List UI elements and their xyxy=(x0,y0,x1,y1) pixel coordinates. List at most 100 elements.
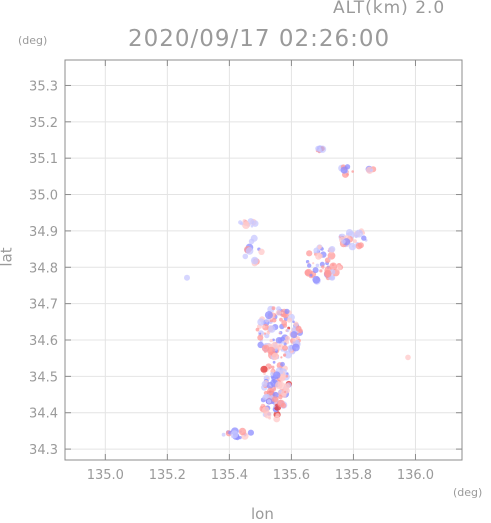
echo-cell xyxy=(262,325,266,329)
echo-cell xyxy=(266,399,272,404)
echo-cell xyxy=(279,317,283,322)
echo-cell xyxy=(339,234,342,237)
echo-cell xyxy=(247,429,254,436)
page-title: 2020/09/17 02:26:00 xyxy=(128,26,391,52)
echo-cell xyxy=(312,267,319,274)
echo-cell xyxy=(282,323,288,328)
echo-cell xyxy=(292,343,300,352)
grid xyxy=(65,60,462,460)
echo-cell xyxy=(283,353,287,357)
echo-cell xyxy=(366,166,374,174)
echo-cell xyxy=(257,318,265,326)
echo-cell xyxy=(286,328,290,333)
echo-cell xyxy=(276,306,282,312)
echo-cell xyxy=(405,354,411,361)
echo-cell xyxy=(184,274,190,281)
echo-cell xyxy=(285,374,289,378)
y-tick-label: 34.7 xyxy=(29,298,58,313)
echo-cell xyxy=(284,308,290,314)
echo-cell xyxy=(278,394,283,400)
echo-cell xyxy=(277,399,285,408)
echo-cell xyxy=(327,251,336,260)
echo-cell xyxy=(251,220,259,227)
y-tick-label: 34.3 xyxy=(29,443,58,458)
echo-cell xyxy=(351,170,355,173)
y-tick-label: 34.5 xyxy=(29,370,58,385)
echo-cell xyxy=(260,365,268,373)
echo-field xyxy=(184,145,411,441)
echo-cell xyxy=(258,248,265,255)
y-tick-label: 34.8 xyxy=(29,261,58,276)
echo-cell xyxy=(261,381,268,387)
echo-cell xyxy=(328,246,336,253)
x-axis-label: lon xyxy=(251,505,274,523)
echo-cell xyxy=(243,221,249,226)
tick-marks xyxy=(65,60,462,460)
echo-cell xyxy=(353,239,357,244)
echo-cell xyxy=(278,331,281,334)
y-tick-label: 35.3 xyxy=(29,79,58,94)
echo-cell xyxy=(262,394,269,401)
echo-cell xyxy=(287,345,294,352)
echo-cell xyxy=(273,405,276,408)
y-axis-unit: (deg) xyxy=(18,34,48,47)
echo-cell xyxy=(271,352,279,360)
x-tick-label: 135.2 xyxy=(149,468,186,483)
echo-cell xyxy=(261,403,264,407)
echo-cell xyxy=(273,371,281,379)
echo-cell xyxy=(295,325,302,332)
echo-cell xyxy=(263,345,267,349)
echo-cell xyxy=(312,262,315,265)
echo-cell xyxy=(313,247,320,254)
echo-cell xyxy=(292,338,296,342)
echo-cell xyxy=(315,263,320,268)
echo-cell xyxy=(318,145,327,153)
echo-cell xyxy=(263,372,266,376)
echo-cell xyxy=(283,383,290,390)
echo-cell xyxy=(275,381,283,390)
echo-cell xyxy=(245,247,254,255)
echo-cell xyxy=(307,263,312,268)
echo-cell xyxy=(283,340,287,343)
echo-cell xyxy=(264,411,272,419)
x-tick-label: 135.6 xyxy=(273,468,310,483)
y-tick-label: 35.1 xyxy=(29,152,58,167)
echo-cell xyxy=(355,229,363,238)
echo-cell xyxy=(357,242,364,249)
echo-cell xyxy=(292,320,295,324)
echo-cell xyxy=(280,361,285,367)
echo-cell xyxy=(263,332,267,335)
echo-cell xyxy=(250,256,259,265)
x-tick-label: 135.8 xyxy=(335,468,372,483)
y-tick-label: 35.0 xyxy=(29,189,58,204)
echo-cell xyxy=(281,311,284,314)
echo-cell xyxy=(240,222,244,226)
echo-cell xyxy=(269,338,273,343)
echo-cell xyxy=(321,265,325,269)
echo-cell xyxy=(275,310,282,316)
echo-cell xyxy=(352,245,355,248)
echo-cell xyxy=(271,365,275,369)
echo-cell xyxy=(323,269,332,278)
echo-cell xyxy=(268,325,276,333)
echo-cell xyxy=(238,436,242,440)
echo-cell xyxy=(250,234,258,242)
y-tick-label: 34.9 xyxy=(29,225,58,240)
echo-cell xyxy=(296,339,300,343)
echo-cell xyxy=(271,317,277,323)
echo-cell xyxy=(290,331,298,339)
echo-cell xyxy=(261,333,264,336)
echo-cell xyxy=(255,327,260,332)
echo-cell xyxy=(277,343,284,351)
y-tick-label: 35.2 xyxy=(29,116,58,131)
echo-cell xyxy=(271,396,279,403)
echo-cell xyxy=(242,253,249,260)
echo-cell xyxy=(221,432,226,437)
echo-cell xyxy=(322,267,324,270)
echo-cell xyxy=(282,345,288,351)
echo-cell xyxy=(361,235,367,241)
altitude-label: ALT(km) 2.0 xyxy=(333,0,446,18)
echo-cell xyxy=(341,239,346,244)
echo-cell xyxy=(264,311,273,320)
echo-cell xyxy=(317,244,322,250)
